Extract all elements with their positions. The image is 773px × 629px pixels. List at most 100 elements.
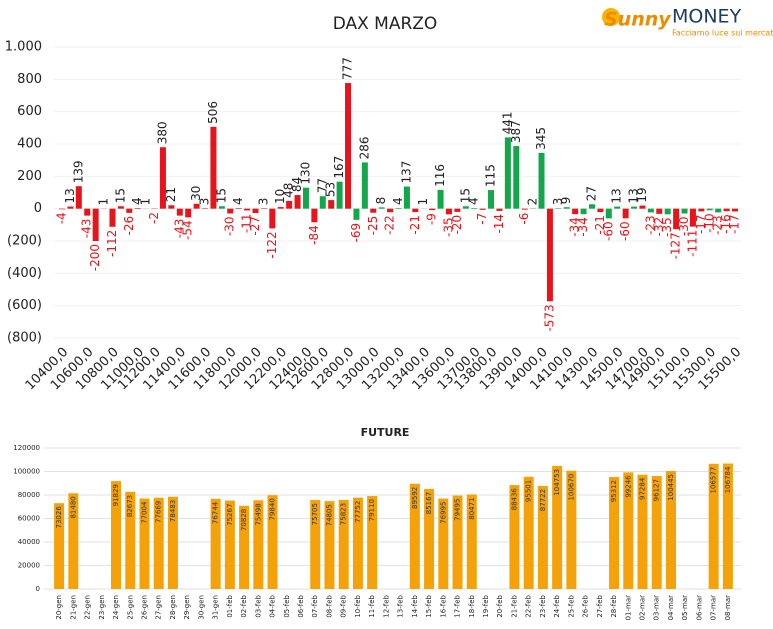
bar	[126, 208, 133, 213]
bar	[438, 498, 449, 589]
bar	[84, 208, 91, 216]
value-label: 3	[198, 198, 212, 206]
bar	[352, 497, 363, 589]
value-label: 95312	[610, 480, 618, 502]
value-label: 1	[97, 198, 111, 206]
x-tick-label: 06-mar	[695, 595, 703, 621]
value-label: 30	[189, 186, 203, 201]
value-label: -21	[593, 215, 607, 235]
bar	[345, 83, 352, 209]
y-tick-label: 800	[17, 72, 42, 87]
value-label: -30	[223, 217, 237, 237]
bar	[538, 152, 545, 209]
bar	[167, 496, 178, 589]
x-tick-label: 03-feb	[254, 594, 262, 617]
y-tick-label: 120000	[13, 444, 40, 452]
bar	[523, 476, 534, 589]
value-label: 139	[71, 160, 85, 183]
value-label: 76744	[212, 501, 220, 524]
x-tick-label: 04-mar	[667, 595, 675, 621]
chart-title: DAX MARZO	[333, 14, 438, 34]
x-tick-label: 28-gen	[169, 595, 177, 620]
value-label: 84	[290, 177, 304, 192]
bar	[286, 200, 293, 209]
value-label: 77	[315, 178, 329, 193]
x-tick-label: 01-feb	[226, 594, 234, 617]
bar	[328, 200, 335, 209]
value-label: 99246	[624, 475, 632, 498]
value-label: 4	[231, 197, 245, 205]
value-label: -10	[702, 213, 716, 233]
bar	[665, 470, 676, 589]
bar	[378, 207, 385, 209]
value-label: -573	[542, 304, 556, 331]
bar	[324, 501, 335, 589]
value-label: -20	[450, 215, 464, 235]
value-label: 100670	[567, 474, 575, 501]
value-label: 380	[155, 121, 169, 144]
bar	[111, 481, 122, 589]
bar	[509, 485, 520, 589]
bar	[723, 208, 730, 212]
x-tick-label: 13-feb	[397, 594, 405, 617]
bar	[252, 208, 259, 214]
bar	[521, 208, 528, 210]
x-tick-label: 18-feb	[468, 594, 476, 617]
bar	[452, 495, 463, 589]
bar	[185, 208, 192, 218]
value-label: -43	[80, 219, 94, 239]
bar	[75, 186, 82, 209]
bar	[370, 208, 377, 213]
value-label: -26	[122, 216, 136, 236]
bar	[267, 495, 278, 589]
logo-brand: Sunny	[604, 9, 672, 31]
y-tick-label: 0	[34, 201, 42, 216]
value-label: 777	[341, 57, 355, 80]
bar	[429, 208, 436, 211]
bar	[488, 190, 495, 209]
value-label: 89592	[411, 487, 419, 509]
x-tick-label: 02-feb	[240, 594, 248, 617]
value-label: 9	[559, 197, 573, 205]
y-tick-label: (600)	[7, 298, 42, 313]
value-label: 4	[130, 197, 144, 205]
value-label: 137	[399, 161, 413, 184]
x-tick-label: 14-feb	[411, 594, 419, 617]
value-label: 21	[164, 187, 178, 202]
value-label: 106577	[710, 467, 718, 494]
x-tick-label: 28-feb	[610, 594, 618, 617]
y-tick-label: 200	[17, 169, 42, 184]
x-tick-label: 17-feb	[454, 594, 462, 617]
x-tick-label: 21-gen	[69, 595, 77, 620]
value-label: -32	[652, 217, 666, 237]
value-label: 116	[433, 164, 447, 187]
value-label: 95501	[525, 480, 533, 502]
bar	[336, 181, 343, 209]
bar	[176, 208, 183, 216]
bar	[153, 497, 164, 589]
bar	[367, 496, 378, 589]
x-tick-label: 07-mar	[710, 595, 718, 621]
value-label: 97284	[639, 477, 647, 500]
value-label: 27	[584, 186, 598, 201]
value-label: 70828	[240, 509, 248, 531]
value-label: 80471	[468, 497, 476, 519]
value-label: 3	[551, 198, 565, 206]
bar	[614, 206, 621, 209]
value-label: 75823	[340, 503, 348, 525]
bar	[235, 208, 242, 209]
value-label: -60	[618, 221, 632, 241]
bar	[387, 208, 394, 213]
bar	[395, 208, 402, 209]
value-label: -200	[88, 244, 102, 271]
value-label: -11	[240, 213, 254, 233]
value-label: -84	[307, 225, 321, 245]
value-label: 73026	[55, 506, 63, 529]
x-tick-label: 30-gen	[197, 595, 205, 620]
value-label: 76995	[439, 502, 447, 524]
value-label: 75267	[226, 504, 234, 526]
x-tick-label: 15-feb	[425, 594, 433, 617]
value-label: -35	[660, 217, 674, 237]
x-tick-label: 24-feb	[553, 594, 561, 617]
